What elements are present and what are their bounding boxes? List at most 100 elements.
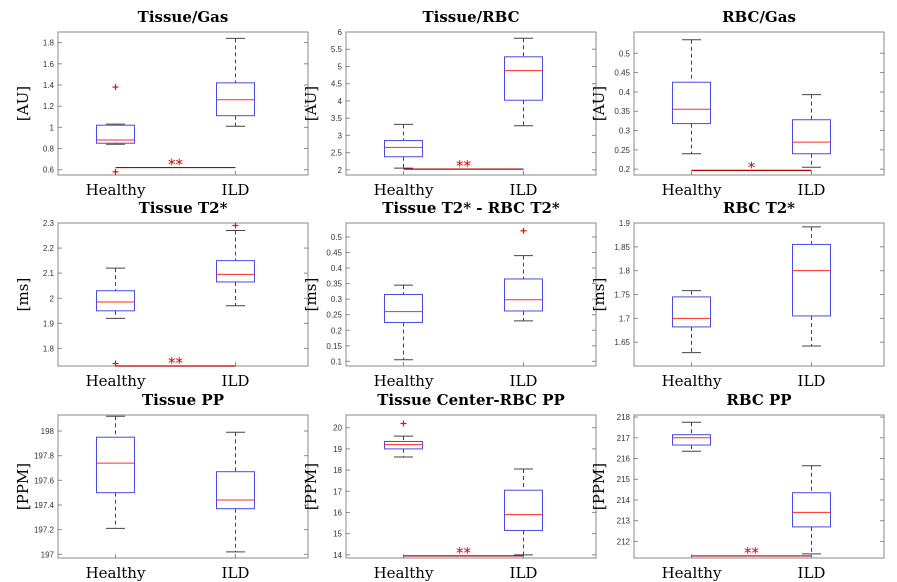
y-axis-label: [ms] (302, 278, 320, 312)
y-tick-label: 1.9 (619, 219, 631, 228)
significance-label: ** (168, 156, 184, 174)
box-ild (216, 431, 255, 553)
y-axis-label: [PPM] (302, 463, 320, 510)
chart-panel-1: Tissue/Gas [AU] 0.6 0.8 1 1.2 1.4 1.6 1.8 Healthy… (14, 8, 309, 199)
box-healthy (96, 267, 135, 367)
y-tick-label: 1.65 (614, 338, 630, 347)
box-healthy (96, 415, 135, 529)
y-axis-label: [PPM] (590, 463, 608, 510)
y-tick-label: 197.6 (34, 476, 55, 485)
y-tick-label: 0.2 (331, 326, 343, 335)
y-tick-label: 20 (333, 424, 342, 433)
x-category-label-ild: ILD (222, 372, 250, 390)
y-tick-label: 0.6 (43, 166, 55, 175)
y-tick-label: 1.2 (43, 102, 55, 111)
interquartile-box (792, 243, 831, 317)
axes-frame (633, 31, 885, 176)
y-tick-label: 1.4 (43, 81, 55, 90)
y-tick-label: 2.3 (43, 219, 55, 228)
interquartile-box (792, 492, 831, 528)
y-tick-label: 214 (617, 496, 631, 505)
y-tick-label: 197.2 (34, 526, 55, 535)
y-axis-label: [AU] (302, 86, 320, 121)
x-category-label-ild: ILD (510, 372, 538, 390)
y-tick-label: 1.7 (619, 314, 631, 323)
chart-panel-2: Tissue/RBC [AU] 2 2.5 3 3.5 4 4.5 5 5.5 6 Healthy IL… (302, 8, 597, 199)
y-tick-label: 5.5 (331, 45, 343, 54)
interquartile-box (384, 294, 423, 323)
chart-title: Tissue/Gas (138, 8, 229, 26)
y-tick-label: 0.2 (619, 165, 631, 174)
x-category-label-healthy: Healthy (374, 564, 434, 582)
y-tick-label: 0.45 (326, 249, 342, 258)
outlier-point (400, 420, 407, 427)
interquartile-box (96, 290, 135, 312)
x-category-label-healthy: Healthy (86, 372, 146, 390)
y-tick-label: 18 (333, 466, 342, 475)
interquartile-box (96, 436, 135, 494)
interquartile-box (504, 278, 543, 312)
y-tick-label: 0.25 (614, 146, 630, 155)
box-healthy (384, 284, 423, 361)
y-tick-label: 2.1 (43, 269, 55, 278)
y-tick-label: 5 (338, 62, 343, 71)
interquartile-box (792, 119, 831, 155)
y-tick-label: 216 (617, 455, 631, 464)
y-tick-label: 4.5 (331, 80, 343, 89)
box-healthy (672, 39, 711, 155)
y-tick-label: 1 (50, 123, 55, 132)
box-healthy (672, 421, 711, 452)
x-category-label-ild: ILD (798, 181, 826, 199)
y-axis-label: [ms] (590, 278, 608, 312)
chart-title: Tissue/RBC (422, 8, 519, 26)
y-tick-label: 2.2 (43, 244, 55, 253)
x-category-label-healthy: Healthy (86, 564, 146, 582)
y-tick-label: 2.5 (331, 149, 343, 158)
chart-title: Tissue PP (142, 391, 224, 409)
y-tick-label: 1.75 (614, 291, 630, 300)
x-category-label-healthy: Healthy (662, 564, 722, 582)
x-category-label-ild: ILD (510, 564, 538, 582)
y-tick-label: 0.4 (331, 264, 343, 273)
x-category-label-ild: ILD (510, 181, 538, 199)
y-axis-label: [ms] (14, 278, 32, 312)
y-tick-label: 197 (41, 550, 55, 559)
box-healthy (96, 84, 135, 175)
outlier-point (520, 227, 527, 234)
interquartile-box (216, 82, 255, 117)
x-category-label-healthy: Healthy (662, 372, 722, 390)
x-category-label-ild: ILD (798, 372, 826, 390)
y-tick-label: 215 (617, 475, 631, 484)
y-tick-label: 6 (338, 28, 343, 37)
box-ild (504, 468, 543, 556)
x-category-label-healthy: Healthy (662, 181, 722, 199)
y-tick-label: 1.8 (619, 267, 631, 276)
axes-frame (633, 222, 885, 367)
chart-title: Tissue Center-RBC PP (377, 391, 565, 409)
x-category-label-ild: ILD (222, 181, 250, 199)
axes-frame (633, 414, 885, 559)
y-axis-label: [AU] (14, 86, 32, 121)
y-tick-label: 198 (41, 427, 55, 436)
y-tick-label: 2 (50, 294, 55, 303)
box-healthy (672, 290, 711, 354)
chart-panel-7: Tissue PP [PPM] 197 197.2 197.4 197.6 197.8 198… (14, 391, 309, 582)
chart-title: Tissue T2* - RBC T2* (382, 199, 560, 217)
y-tick-label: 1.85 (614, 243, 630, 252)
y-tick-label: 1.8 (43, 344, 55, 353)
interquartile-box (504, 489, 543, 531)
y-tick-label: 3 (338, 131, 343, 140)
y-tick-label: 0.8 (43, 145, 55, 154)
y-axis-label: [AU] (590, 86, 608, 121)
interquartile-box (384, 140, 423, 158)
interquartile-box (672, 296, 711, 328)
y-tick-label: 17 (333, 487, 342, 496)
y-tick-label: 0.3 (331, 295, 343, 304)
significance-label: ** (744, 544, 760, 562)
axes-frame (57, 31, 309, 176)
chart-panel-3: RBC/Gas [AU] 0.2 0.25 0.3 0.35 0.4 0.45 0.5 Healt… (590, 8, 885, 199)
axes-frame (57, 222, 309, 367)
y-tick-label: 0.45 (614, 69, 630, 78)
y-tick-label: 0.4 (619, 88, 631, 97)
